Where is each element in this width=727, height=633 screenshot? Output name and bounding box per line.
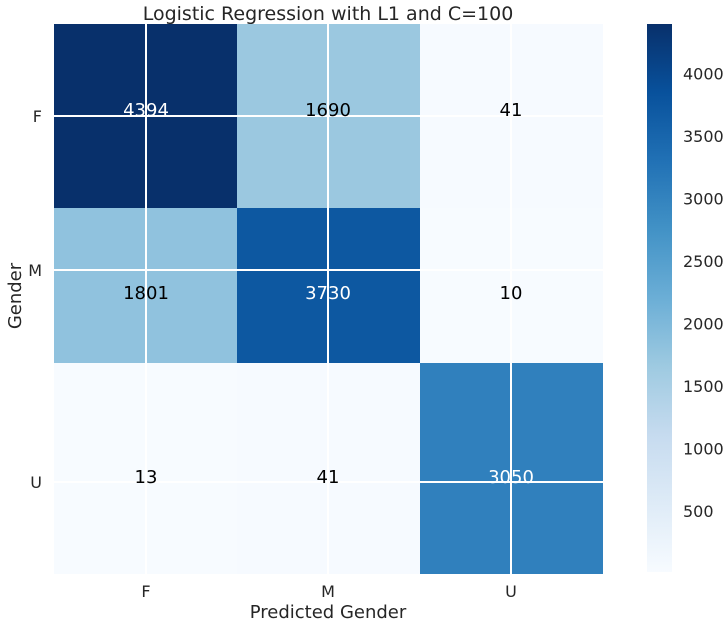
x-tick-label: F [141,582,150,601]
cell-value-label: 3730 [305,283,351,304]
colorbar-tick-label: 2500 [683,252,724,271]
y-tick-label: M [28,261,42,280]
cell-value-label: 1690 [305,100,351,121]
x-tick-label: U [505,582,517,601]
cell-value-label: 1801 [123,283,169,304]
cell-value-label: 41 [317,467,340,488]
cell-value-label: 13 [135,467,158,488]
colorbar-tick-label: 500 [683,502,714,521]
colorbar-tick-label: 2000 [683,314,724,333]
colorbar-tick-label: 3000 [683,189,724,208]
cell-value-label: 3050 [488,467,534,488]
cell-value-label: 4394 [123,100,169,121]
y-tick-label: U [30,473,42,492]
colorbar-tick-labels: 500 1000 1500 2000 2500 3000 3500 4000 [683,64,724,521]
chart-title: Logistic Regression with L1 and C=100 [143,3,514,25]
y-axis-label: Gender [5,262,26,329]
colorbar-tick-label: 1000 [683,439,724,458]
grid-lines [54,24,603,574]
x-tick-label: M [321,582,335,601]
colorbar-tick-label: 4000 [683,64,724,83]
colorbar [647,24,672,572]
cell-value-label: 10 [500,283,523,304]
cell-value-label: 41 [500,100,523,121]
x-axis-label: Predicted Gender [250,602,407,623]
colorbar-tick-label: 1500 [683,377,724,396]
y-tick-labels: F M U [28,107,42,492]
colorbar-tick-label: 3500 [683,127,724,146]
y-tick-label: F [33,107,42,126]
cell-value-labels: 4394 1690 41 1801 3730 10 13 41 3050 [123,100,534,488]
